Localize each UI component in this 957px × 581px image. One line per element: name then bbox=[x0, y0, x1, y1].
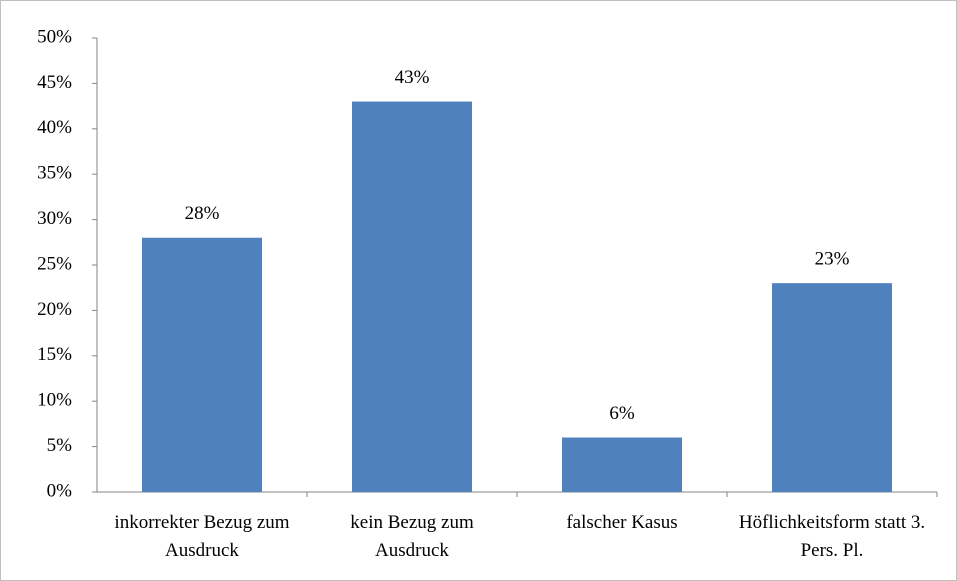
bar bbox=[772, 283, 892, 492]
y-tick-label: 15% bbox=[37, 344, 72, 365]
y-tick-label: 25% bbox=[37, 253, 72, 274]
y-tick-label: 30% bbox=[37, 208, 72, 229]
y-tick-label: 20% bbox=[37, 299, 72, 320]
x-tick-label: inkorrekter Bezug zum Ausdruck bbox=[114, 512, 290, 561]
bar bbox=[142, 237, 262, 492]
value-label: 43% bbox=[395, 67, 430, 88]
x-tick-label: falscher Kasus bbox=[566, 512, 678, 533]
y-tick-label: 35% bbox=[37, 163, 72, 184]
x-tick-label: Höflichkeitsform statt 3. Pers. Pl. bbox=[738, 512, 926, 561]
value-label: 6% bbox=[609, 403, 635, 424]
value-label: 28% bbox=[185, 203, 220, 224]
bar bbox=[352, 101, 472, 492]
y-tick-label: 10% bbox=[37, 390, 72, 411]
x-tick-label: kein Bezug zum Ausdruck bbox=[350, 512, 474, 561]
value-label: 23% bbox=[815, 249, 850, 270]
y-tick-label: 5% bbox=[47, 435, 73, 456]
y-tick-label: 50% bbox=[37, 26, 72, 47]
y-tick-label: 40% bbox=[37, 117, 72, 138]
y-tick-label: 45% bbox=[37, 72, 72, 93]
bar bbox=[562, 437, 682, 492]
y-tick-label: 0% bbox=[47, 480, 73, 501]
